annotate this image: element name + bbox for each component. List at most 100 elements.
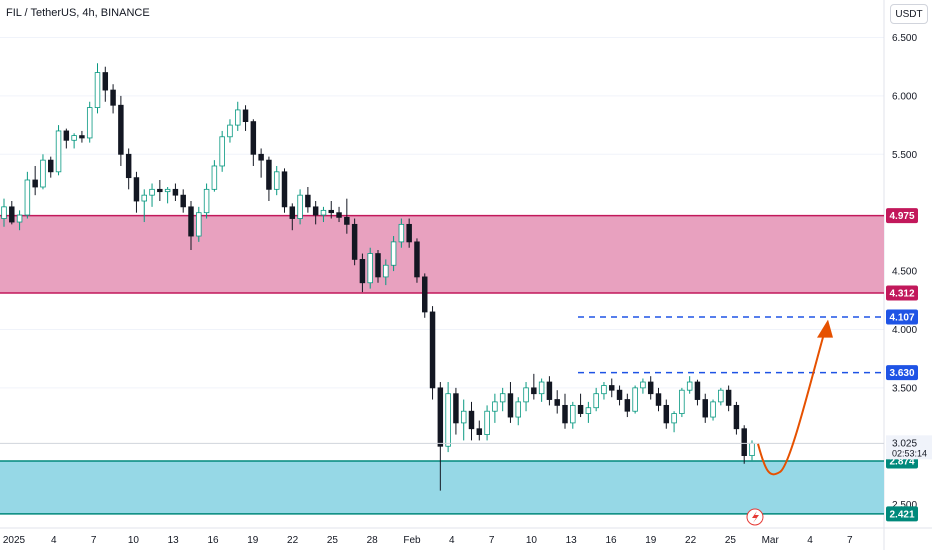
candle-body (546, 381, 553, 400)
candle-body (647, 381, 654, 395)
candle-body (351, 223, 358, 260)
candle-body (663, 404, 670, 424)
lightning-bolt-glyph (752, 511, 759, 523)
x-tick-label: Mar (762, 535, 780, 546)
candle-body (312, 206, 319, 216)
candle-body (507, 393, 514, 418)
candle-body (562, 404, 568, 424)
resistance-zone-bottom-badge-label: 4.312 (889, 289, 914, 300)
candle-body (733, 404, 740, 430)
candle-body (538, 381, 545, 395)
candle-body (289, 206, 296, 219)
x-tick-label: 28 (367, 535, 379, 546)
mid-level-badge-label: 3.630 (889, 368, 914, 379)
candle-body (406, 223, 412, 243)
x-tick-label: 7 (91, 535, 97, 546)
y-tick-label: 2.500 (892, 500, 917, 511)
candle-body (531, 387, 537, 395)
candle-body (133, 177, 140, 202)
candle-body (390, 241, 397, 266)
currency-label: USDT (895, 8, 923, 20)
candle-body (258, 153, 264, 161)
candle-body (118, 104, 124, 155)
candle-body (149, 188, 155, 196)
x-tick-label: 10 (526, 535, 538, 546)
candle-body (460, 410, 467, 424)
candle-body (273, 171, 280, 190)
candle-body (445, 393, 451, 447)
candle-body (24, 179, 31, 216)
candle-body (422, 276, 428, 313)
candle-body (609, 385, 615, 391)
candle-body (702, 399, 708, 418)
x-tick-label: 25 (327, 535, 339, 546)
candle-body (227, 124, 233, 138)
candle-body (79, 135, 85, 139)
support-zone (0, 460, 884, 514)
y-tick-label: 6.000 (892, 91, 917, 102)
x-tick-label: 16 (605, 535, 617, 546)
candle-body (172, 188, 179, 196)
candle-body (570, 404, 576, 424)
candle-body (320, 209, 327, 216)
candle-body (242, 109, 249, 122)
candle-body (40, 159, 46, 188)
candle-body (585, 407, 592, 414)
x-tick-label: 16 (207, 535, 219, 546)
candle-body (211, 165, 218, 190)
y-tick-label: 5.500 (892, 150, 917, 161)
resistance-zone-top-badge-label: 4.975 (889, 211, 914, 222)
x-tick-label: 25 (725, 535, 737, 546)
currency-selector[interactable]: USDT (890, 4, 928, 24)
candle-body (718, 389, 724, 403)
candle-body (164, 188, 171, 193)
support-zone-bottom-badge (886, 506, 918, 522)
candle-body (398, 223, 405, 243)
x-tick-label: 22 (685, 535, 697, 546)
x-tick-label: 13 (566, 535, 578, 546)
x-tick-label: 7 (847, 535, 853, 546)
candle-body (336, 212, 342, 218)
resistance-zone-bottom-badge (886, 285, 918, 301)
support-zone-bottom-badge-label: 2.421 (889, 509, 914, 520)
candle-body (593, 393, 599, 409)
candle-body (344, 216, 350, 225)
candle-body (196, 212, 202, 237)
candle-body (203, 188, 210, 214)
candle-body (515, 401, 521, 418)
candle-body (305, 194, 311, 208)
resistance-zone (0, 215, 884, 294)
candle-body (694, 381, 701, 400)
x-tick-label: 2025 (3, 535, 26, 546)
candle-body (359, 259, 366, 284)
candle-body (624, 399, 631, 412)
x-tick-label: Feb (403, 535, 421, 546)
candle-body (219, 136, 225, 167)
x-tick-label: 4 (449, 535, 455, 546)
x-tick-label: 19 (645, 535, 657, 546)
candle-body (484, 410, 490, 435)
candle-body (16, 214, 23, 223)
candle-body (601, 385, 607, 395)
candle-body (188, 206, 194, 237)
candle-body (125, 153, 132, 179)
x-tick-label: 4 (51, 535, 57, 546)
candle-body (110, 89, 116, 106)
candle-body (577, 404, 584, 414)
candle-body (499, 393, 506, 403)
candle-body (141, 194, 147, 202)
candle-body (1, 206, 7, 219)
candle-body (679, 389, 685, 414)
y-tick-label: 3.500 (892, 383, 917, 394)
projection-curve (757, 333, 825, 476)
candle-body (383, 264, 389, 278)
candle-body (414, 241, 420, 278)
candle-body (94, 72, 101, 108)
y-tick-label: 4.000 (892, 325, 917, 336)
candle-body (328, 209, 334, 214)
candle-body (266, 159, 272, 190)
x-tick-label: 10 (128, 535, 140, 546)
candle-body (250, 121, 257, 155)
